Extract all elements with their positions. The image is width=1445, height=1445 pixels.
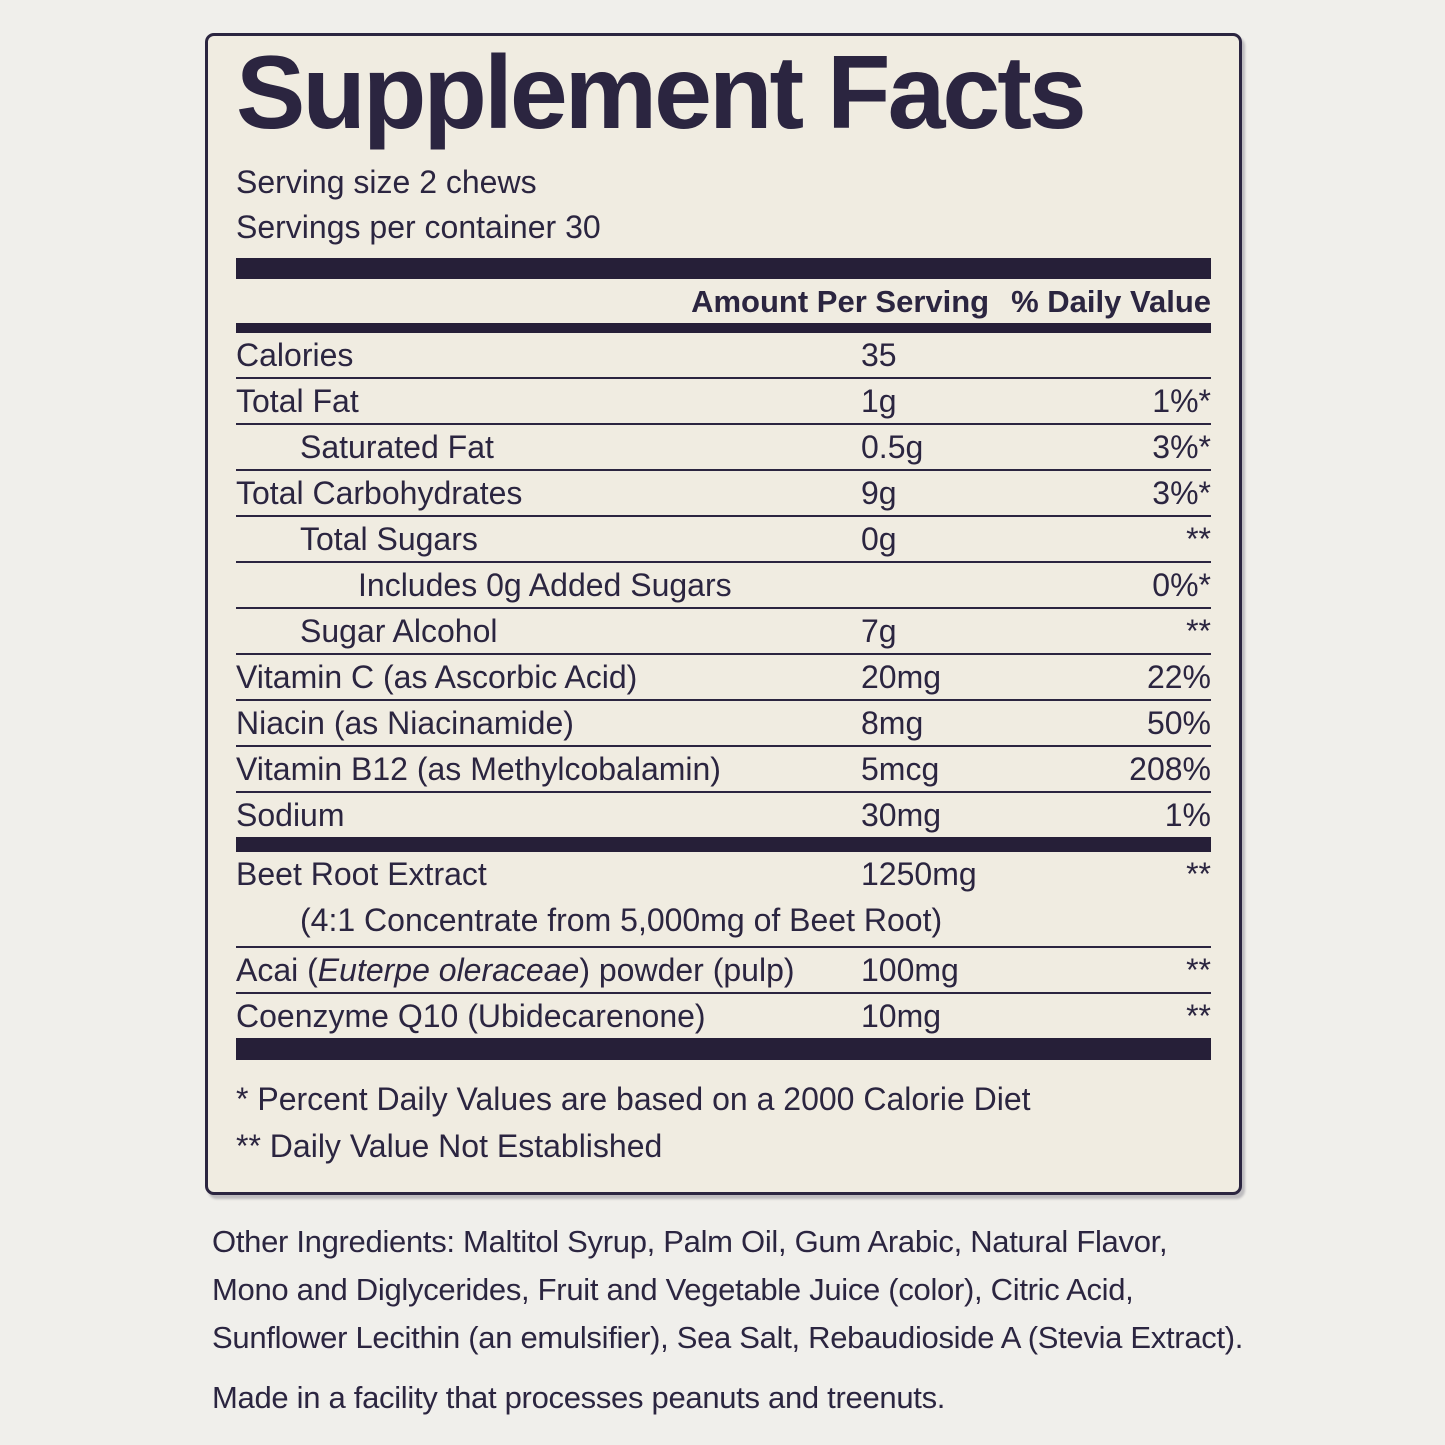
- table-row: Sodium 30mg 1%: [236, 791, 1211, 837]
- amount-value: 1250mg: [861, 856, 977, 893]
- nutrient-subline: (4:1 Concentrate from 5,000mg of Beet Ro…: [300, 902, 943, 939]
- table-row: Saturated Fat 0.5g 3%*: [236, 423, 1211, 469]
- serving-info: Serving size 2 chews Servings per contai…: [236, 160, 1211, 250]
- divider-bar-middle: [236, 837, 1211, 853]
- daily-value: 3%*: [1152, 429, 1211, 466]
- table-row: Includes 0g Added Sugars 0%*: [236, 561, 1211, 607]
- footnote-percent-daily-values: * Percent Daily Values are based on a 20…: [236, 1081, 1031, 1118]
- nutrient-name: Vitamin B12 (as Methylcobalamin): [236, 751, 721, 788]
- divider-bar-header: [236, 323, 1211, 334]
- footnotes: * Percent Daily Values are based on a 20…: [236, 1076, 1211, 1170]
- nutrient-name: Calories: [236, 337, 354, 374]
- daily-value: 22%: [1146, 659, 1211, 696]
- amount-value: 0g: [861, 521, 897, 558]
- amount-value: 100mg: [861, 952, 959, 989]
- nutrient-name: Coenzyme Q10 (Ubidecarenone): [236, 998, 706, 1035]
- other-ingredients-text: Other Ingredients: Maltitol Syrup, Palm …: [212, 1224, 1244, 1355]
- daily-value: 1%*: [1152, 383, 1211, 420]
- table-row: Vitamin B12 (as Methylcobalamin) 5mcg 208%: [236, 745, 1211, 791]
- amount-value: 0.5g: [861, 429, 924, 466]
- nutrient-name: Vitamin C (as Ascorbic Acid): [236, 659, 638, 696]
- daily-value: **: [1186, 613, 1211, 650]
- amount-value: 7g: [861, 613, 897, 650]
- daily-value: **: [1186, 952, 1211, 989]
- nutrient-name: Niacin (as Niacinamide): [236, 705, 574, 742]
- amount-column-header: Amount Per Serving: [691, 284, 990, 320]
- table-row: Total Carbohydrates 9g 3%*: [236, 469, 1211, 515]
- daily-value: **: [1186, 856, 1211, 893]
- amount-value: 8mg: [861, 705, 924, 742]
- botanicals-section: Beet Root Extract 1250mg ** (4:1 Concentrat…: [236, 852, 1211, 1038]
- servings-per-container: Servings per container 30: [236, 209, 601, 246]
- amount-value: 35: [861, 337, 897, 374]
- divider-bar-top: [236, 258, 1211, 280]
- nutrient-name: Total Carbohydrates: [236, 475, 523, 512]
- nutrient-name: Sodium: [236, 797, 345, 834]
- nutrient-name: Total Fat: [236, 383, 359, 420]
- divider-bar-bottom: [236, 1038, 1211, 1061]
- amount-value: 10mg: [861, 998, 942, 1035]
- daily-value: 0%*: [1152, 567, 1211, 604]
- table-row: Sugar Alcohol 7g **: [236, 607, 1211, 653]
- nutrients-section: Calories 35 Total Fat 1g 1%* Saturated Fat 0.5…: [236, 333, 1211, 837]
- nutrient-name: Saturated Fat: [300, 429, 494, 466]
- daily-value: 208%: [1129, 751, 1211, 788]
- amount-value: 9g: [861, 475, 897, 512]
- amount-value: 5mcg: [861, 751, 940, 788]
- table-row: Beet Root Extract 1250mg ** (4:1 Concentrat…: [236, 852, 1211, 946]
- daily-value: **: [1186, 521, 1211, 558]
- table-row: Niacin (as Niacinamide) 8mg 50%: [236, 699, 1211, 745]
- column-headers: Amount Per Serving % Daily Value: [236, 279, 1211, 323]
- daily-value-column-header: % Daily Value: [1011, 284, 1211, 320]
- amount-value: 20mg: [861, 659, 942, 696]
- table-row: Total Fat 1g 1%*: [236, 377, 1211, 423]
- serving-size: Serving size 2 chews: [236, 164, 537, 201]
- table-row: Total Sugars 0g **: [236, 515, 1211, 561]
- amount-value: 30mg: [861, 797, 942, 834]
- nutrient-name: Total Sugars: [300, 521, 478, 558]
- allergen-notice: Made in a facility that processes peanut…: [212, 1380, 946, 1415]
- nutrient-name: Sugar Alcohol: [300, 613, 498, 650]
- table-row: Coenzyme Q10 (Ubidecarenone) 10mg **: [236, 992, 1211, 1038]
- nutrient-name: Includes 0g Added Sugars: [358, 567, 732, 604]
- daily-value: 50%: [1146, 705, 1211, 742]
- daily-value: 3%*: [1152, 475, 1211, 512]
- table-row: Vitamin C (as Ascorbic Acid) 20mg 22%: [236, 653, 1211, 699]
- amount-value: 1g: [861, 383, 897, 420]
- panel-title: Supplement Facts: [236, 35, 1087, 151]
- footnote-not-established: ** Daily Value Not Established: [236, 1128, 663, 1165]
- nutrient-name: Beet Root Extract: [236, 856, 487, 893]
- supplement-facts-panel: Supplement Facts Serving size 2 chews Se…: [205, 33, 1242, 1195]
- daily-value: **: [1186, 998, 1211, 1035]
- nutrient-name: Acai (Euterpe oleraceae) powder (pulp): [236, 952, 795, 989]
- table-row: Calories 35: [236, 333, 1211, 377]
- daily-value: 1%: [1164, 797, 1211, 834]
- table-row: Acai (Euterpe oleraceae) powder (pulp) 10…: [236, 946, 1211, 992]
